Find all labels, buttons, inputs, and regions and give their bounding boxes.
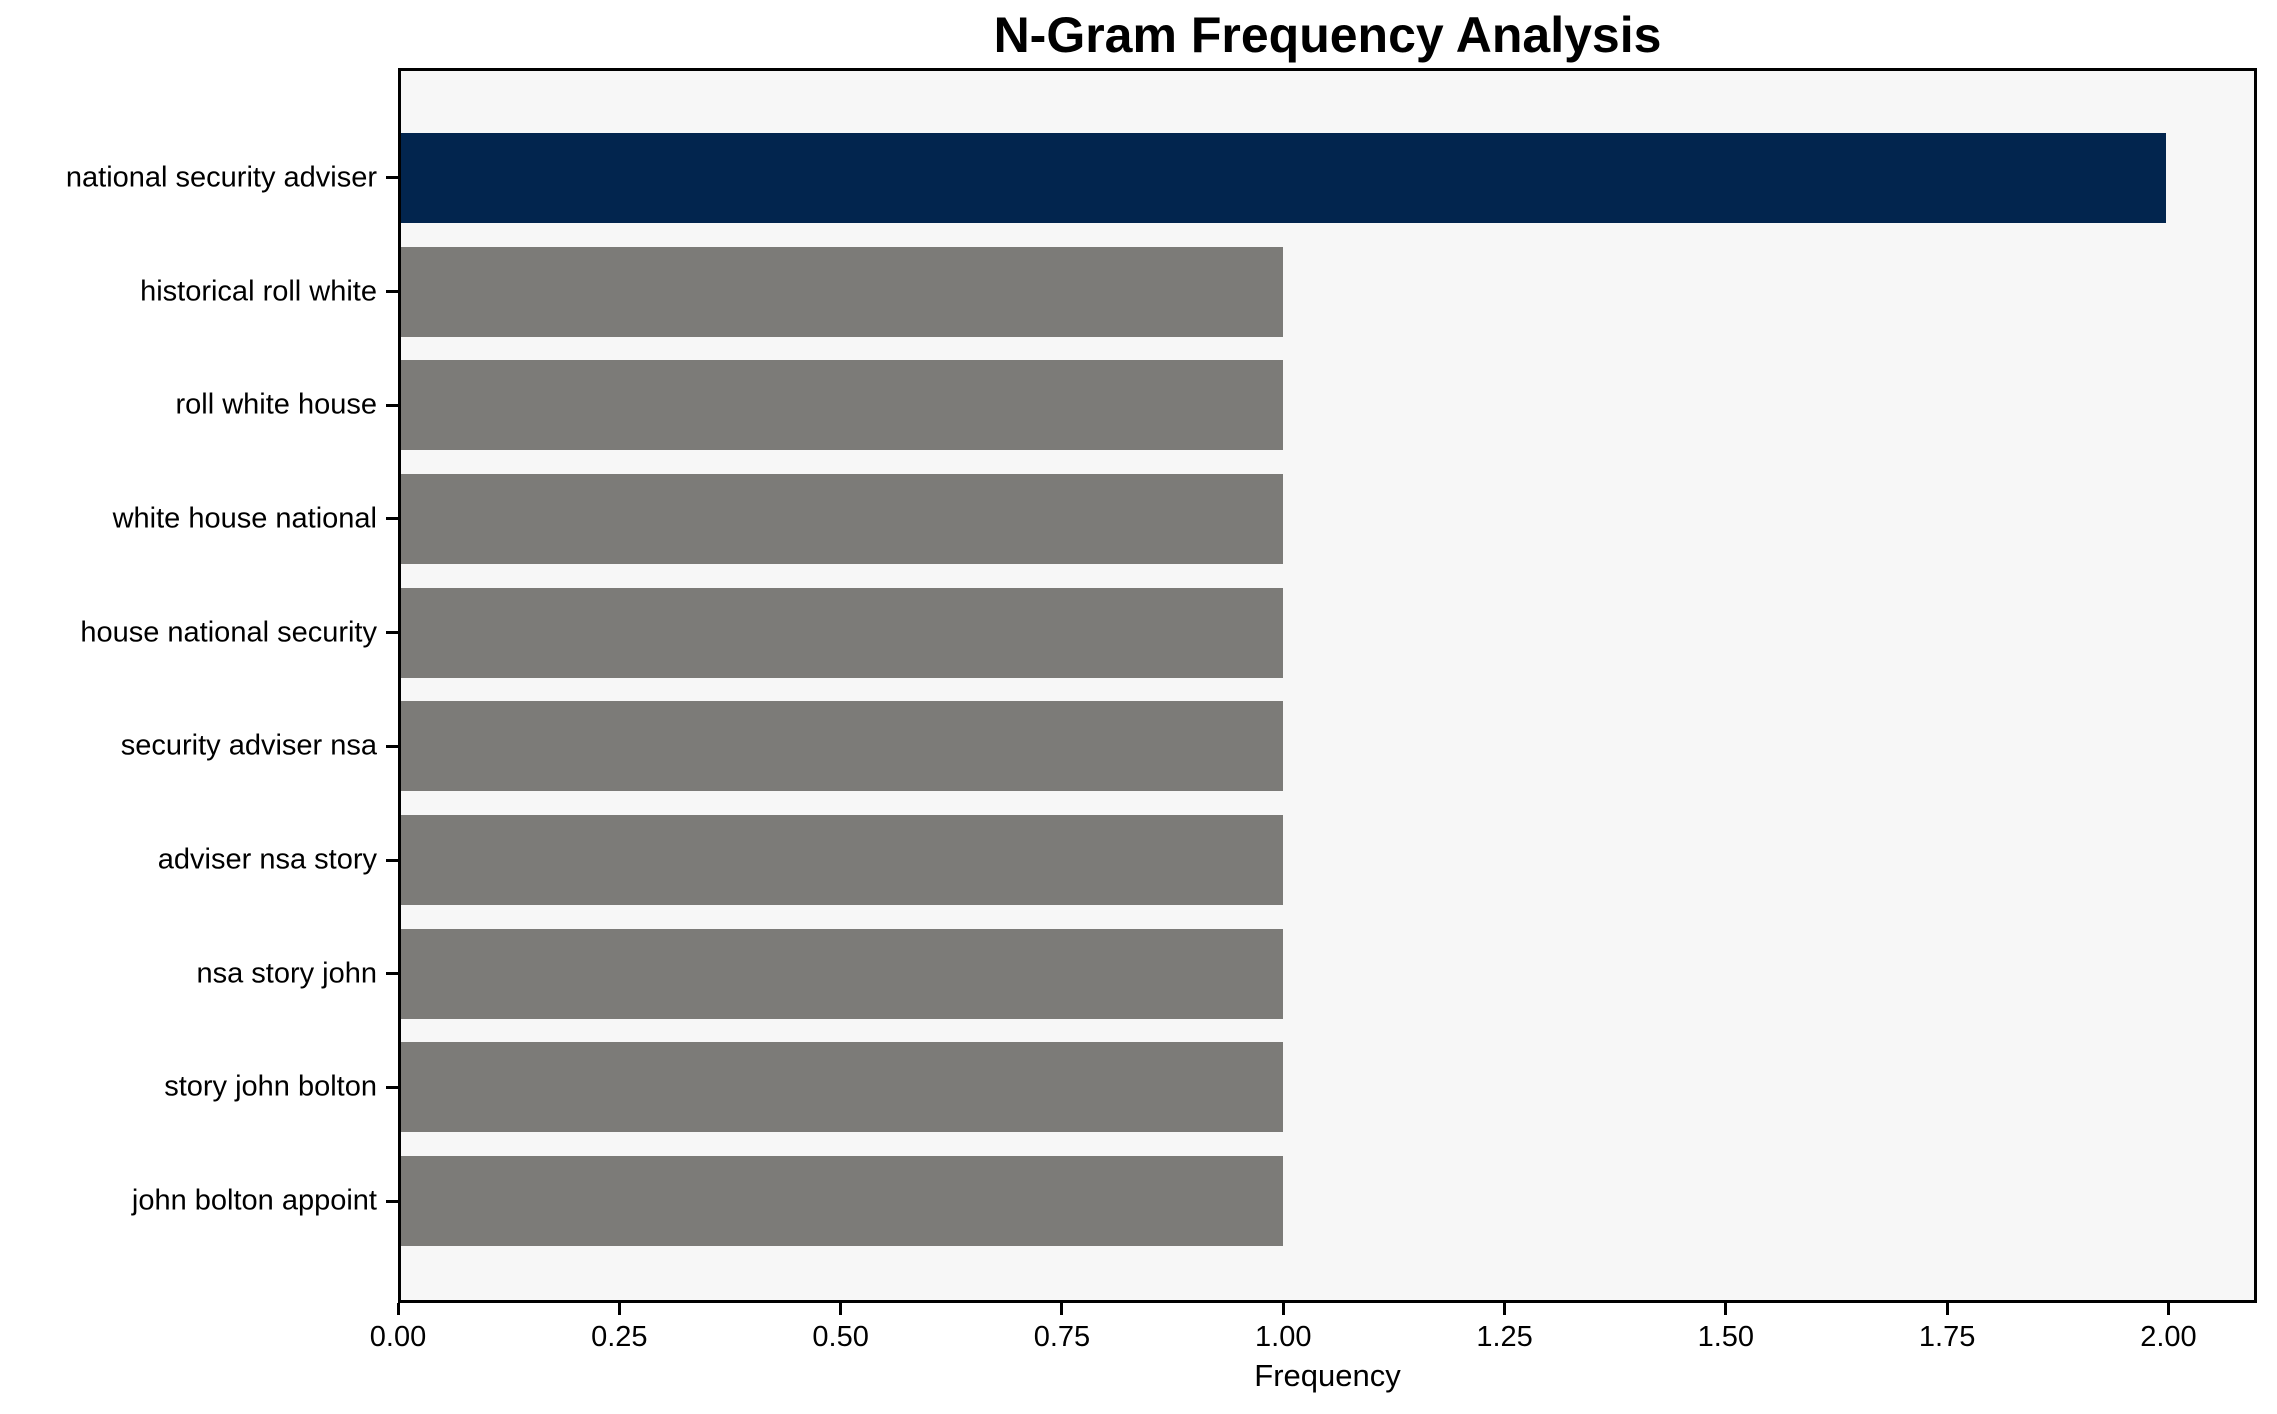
x-tick-label: 2.00 — [2140, 1321, 2197, 1353]
bar-row: historical roll white — [140, 235, 2254, 349]
y-tick-mark — [386, 972, 398, 976]
bar-row: national security adviser — [66, 121, 2254, 235]
x-tick-label: 1.50 — [1697, 1321, 1755, 1353]
bar-row: adviser nsa story — [158, 803, 2254, 917]
x-tick-mark — [1724, 1303, 1728, 1315]
x-tick-mark — [1060, 1303, 1064, 1315]
bar-row: story john bolton — [164, 1031, 2254, 1145]
bars-container: national security adviser historical roll… — [66, 71, 2254, 1300]
y-tick-label: historical roll white — [140, 275, 377, 308]
x-tick-mark — [1503, 1303, 1507, 1315]
x-tick-label: 1.75 — [1918, 1321, 1976, 1353]
y-tick-mark — [386, 744, 398, 748]
x-tick-label: 0.25 — [591, 1321, 648, 1353]
y-tick-mark — [386, 403, 398, 407]
x-tick-mark — [1281, 1303, 1285, 1315]
y-tick-label: story john bolton — [164, 1070, 377, 1103]
bar — [401, 246, 1284, 337]
bar — [401, 587, 1284, 678]
y-tick-label: nsa story john — [196, 957, 377, 990]
bar-row: white house national — [113, 462, 2254, 576]
x-tick-mark — [1945, 1303, 1949, 1315]
bar-row: john bolton appoint — [132, 1144, 2254, 1258]
y-tick-mark — [386, 1199, 398, 1203]
x-axis-ticks: 0.00 0.25 0.50 0.75 1.00 1.25 1.50 1.75 2.00 — [370, 1303, 2257, 1373]
bar-row: nsa story john — [196, 917, 2254, 1031]
y-tick-label: national security adviser — [65, 161, 377, 194]
bar-row: security adviser nsa — [121, 690, 2254, 804]
bar-row: house national security — [80, 576, 2254, 690]
y-tick-mark — [386, 517, 398, 521]
x-tick-label: 1.00 — [1255, 1321, 1312, 1353]
x-tick-mark — [839, 1303, 843, 1315]
x-tick-label: 0.75 — [1033, 1321, 1091, 1353]
x-tick-mark — [2166, 1303, 2170, 1315]
bar — [401, 1042, 1284, 1133]
bar — [401, 360, 1284, 451]
y-tick-label: adviser nsa story — [157, 843, 377, 876]
bar-row: roll white house — [176, 348, 2254, 462]
y-tick-mark — [386, 176, 398, 180]
y-tick-label: john bolton appoint — [131, 1184, 377, 1217]
plot-area: national security adviser historical roll… — [66, 68, 2257, 1303]
x-axis-label: Frequency — [1254, 1358, 1401, 1393]
x-tick-label: 0.00 — [369, 1321, 427, 1353]
bar — [401, 132, 2166, 223]
y-tick-label: security adviser nsa — [120, 729, 377, 762]
x-tick-mark — [617, 1303, 621, 1315]
y-tick-mark — [386, 858, 398, 862]
bar — [401, 928, 1284, 1019]
bar — [401, 815, 1284, 906]
chart-title: N-Gram Frequency Analysis — [993, 7, 1662, 63]
x-tick-label: 0.50 — [812, 1321, 869, 1353]
bar — [401, 1156, 1284, 1247]
y-tick-label: roll white house — [175, 388, 378, 421]
bar — [401, 473, 1284, 564]
y-tick-label: house national security — [80, 616, 377, 649]
y-tick-mark — [386, 290, 398, 294]
y-tick-label: white house national — [112, 502, 377, 535]
bar — [401, 701, 1284, 792]
x-tick-mark — [396, 1303, 400, 1315]
y-tick-mark — [386, 631, 398, 635]
x-tick-label: 1.25 — [1476, 1321, 1533, 1353]
y-tick-mark — [386, 1085, 398, 1089]
